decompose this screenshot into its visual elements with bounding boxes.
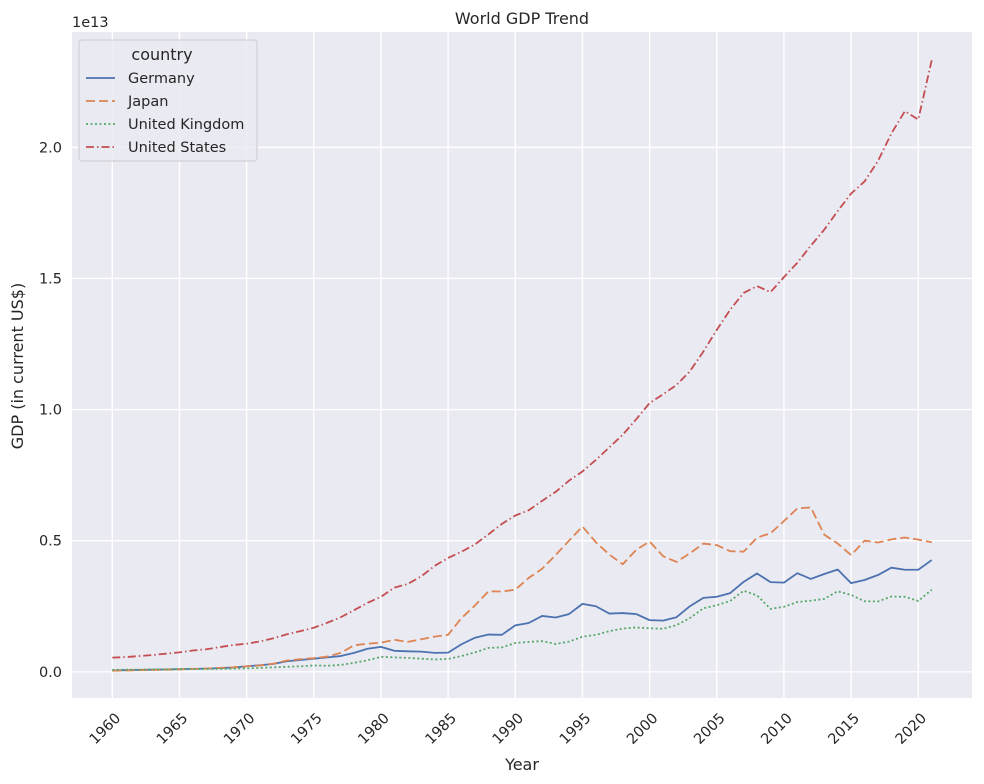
legend-entry-label: Japan (127, 94, 168, 110)
y-axis-label: GDP (in current US$) (8, 283, 27, 449)
chart-title: World GDP Trend (455, 9, 589, 28)
series-lines (112, 60, 933, 672)
x-tick-label: 2020 (893, 710, 930, 747)
x-tick-label: 1990 (490, 710, 527, 747)
legend-title: country (131, 45, 192, 64)
y-tick-label: 2.0 (39, 140, 62, 156)
x-tick-label: 1980 (355, 710, 392, 747)
y-tick-label: 0.0 (39, 665, 62, 681)
x-tick-label: 1985 (423, 710, 460, 747)
y-tick-label: 1.5 (39, 271, 62, 287)
legend: country Germany Japan United Kingdom United … (78, 39, 258, 162)
x-tick-label: 1970 (221, 710, 258, 747)
x-tick-label: 1975 (288, 710, 325, 747)
x-axis-label: Year (504, 755, 539, 774)
x-tick-label: 2005 (691, 710, 728, 747)
y-axis-offset-label: 1e13 (72, 15, 109, 31)
series-line-united-states (112, 60, 933, 659)
x-tick-label: 1960 (87, 710, 124, 747)
x-tick-label: 2010 (758, 710, 795, 747)
y-axis-ticks: 0.0 0.5 1.0 1.5 2.0 (39, 140, 62, 680)
x-tick-label: 1965 (154, 710, 191, 747)
legend-entry-label: Germany (128, 71, 195, 87)
legend-entry-label: United States (128, 140, 226, 156)
y-tick-label: 0.5 (39, 534, 62, 550)
x-tick-label: 2015 (826, 710, 863, 747)
legend-entry-label: United Kingdom (128, 117, 244, 133)
series-line-japan (112, 506, 932, 672)
series-line-united-kingdom (112, 589, 933, 671)
y-tick-label: 1.0 (39, 403, 62, 419)
x-tick-label: 2000 (624, 710, 661, 747)
x-tick-label: 1995 (557, 710, 594, 747)
legend-box (78, 39, 258, 162)
x-axis-ticks: 1960 1965 1970 1975 1980 1985 1990 1995 2000 2005… (87, 710, 930, 747)
